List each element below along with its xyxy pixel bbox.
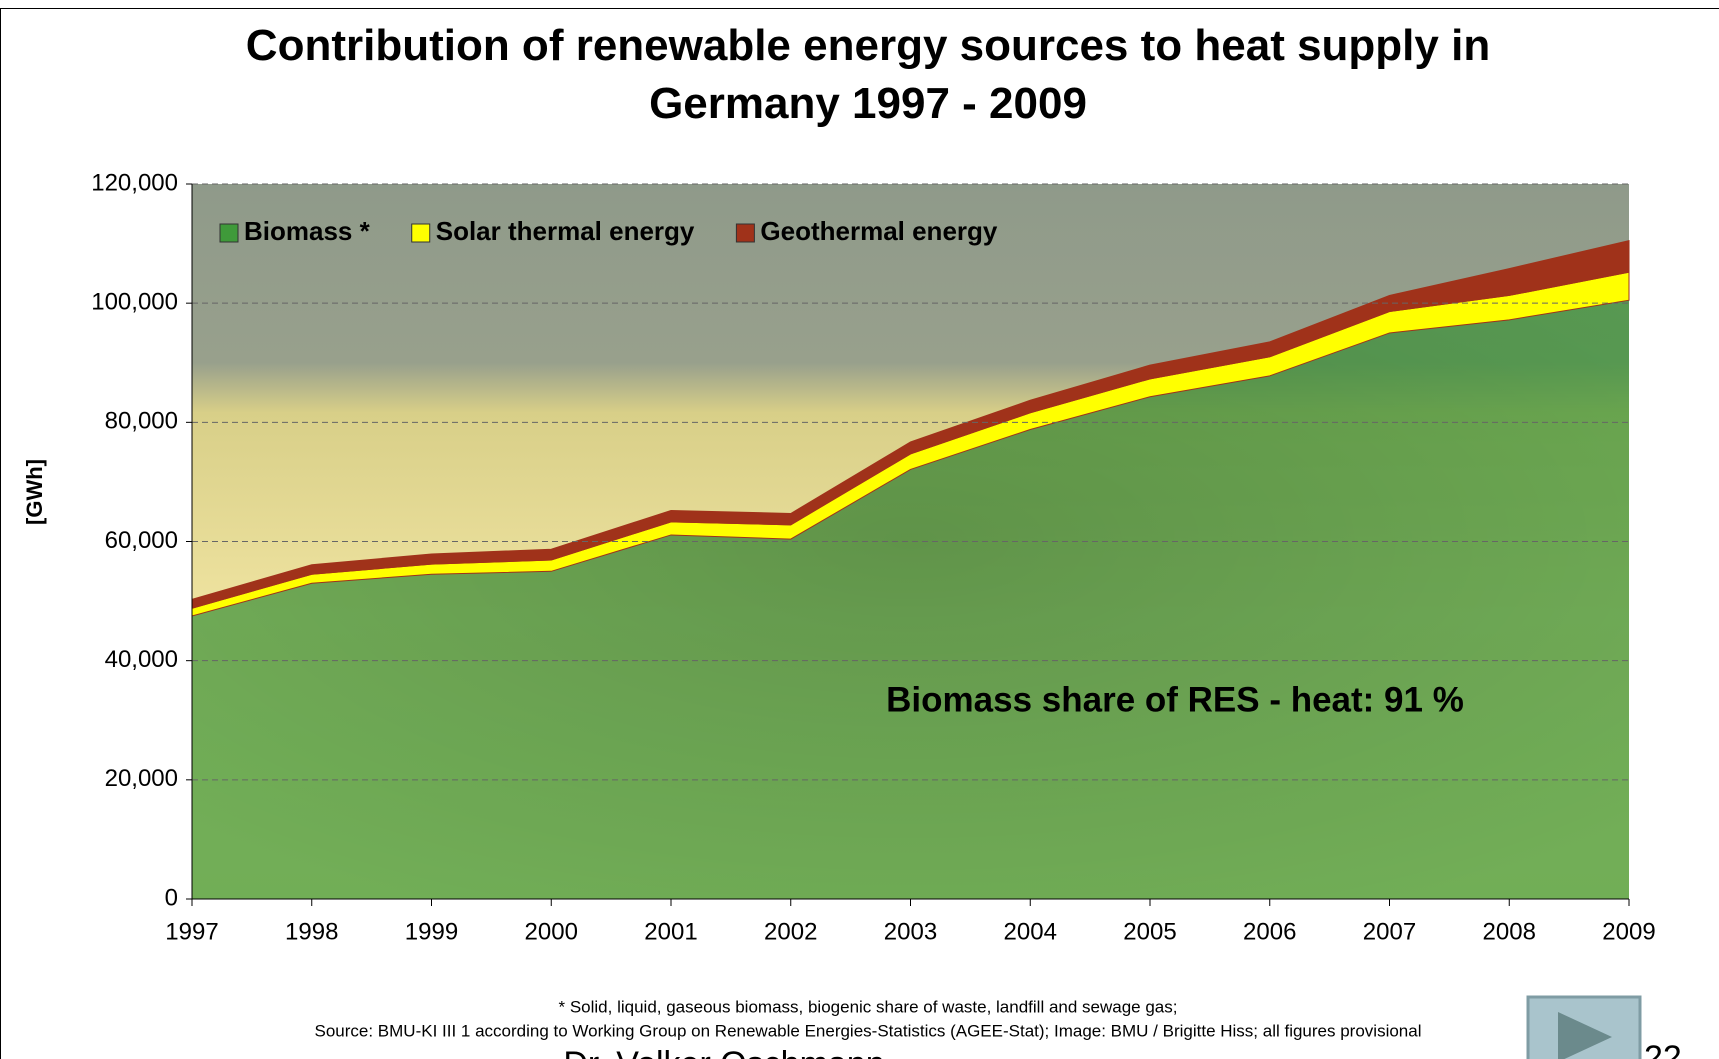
y-axis-label: [GWh] xyxy=(22,459,47,525)
y-tick-label: 120,000 xyxy=(91,169,178,196)
legend-label: Biomass * xyxy=(244,216,371,246)
y-tick-label: 100,000 xyxy=(91,289,178,316)
y-tick-label: 40,000 xyxy=(105,646,178,673)
legend-label: Geothermal energy xyxy=(760,216,998,246)
x-tick-label: 1998 xyxy=(285,918,338,945)
slide-frame xyxy=(0,8,1719,1059)
chart-title: Contribution of renewable energy sources… xyxy=(246,21,1490,128)
x-tick-label: 2005 xyxy=(1123,918,1176,945)
x-tick-label: 1999 xyxy=(405,918,458,945)
author: Dr. Volker Oschmann xyxy=(563,1045,884,1059)
footnote: * Solid, liquid, gaseous biomass, biogen… xyxy=(559,997,1178,1016)
y-tick-label: 80,000 xyxy=(105,408,178,435)
y-tick-label: 0 xyxy=(165,884,178,911)
legend-swatch xyxy=(219,223,239,243)
y-tick-label: 60,000 xyxy=(105,527,178,554)
page-number: 22 xyxy=(1644,1039,1682,1059)
x-tick-label: 2009 xyxy=(1602,918,1655,945)
y-tick-label: 20,000 xyxy=(105,765,178,792)
x-tick-label: 1997 xyxy=(165,918,218,945)
x-tick-label: 2001 xyxy=(644,918,697,945)
x-tick-label: 2007 xyxy=(1363,918,1416,945)
x-tick-label: 2002 xyxy=(764,918,817,945)
next-icon xyxy=(1558,1012,1612,1059)
x-tick-label: 2006 xyxy=(1243,918,1296,945)
area-shade xyxy=(192,300,1629,899)
legend-label: Solar thermal energy xyxy=(436,216,695,246)
annotation: Biomass share of RES - heat: 91 % xyxy=(886,680,1464,719)
x-tick-label: 2003 xyxy=(884,918,937,945)
legend-swatch xyxy=(735,223,755,243)
area-2 xyxy=(191,239,1630,609)
x-tick-label: 2008 xyxy=(1483,918,1536,945)
x-tick-label: 2004 xyxy=(1004,918,1057,945)
x-tick-label: 2000 xyxy=(525,918,578,945)
legend-swatch xyxy=(411,223,431,243)
source: Source: BMU-KI III 1 according to Workin… xyxy=(314,1021,1421,1040)
